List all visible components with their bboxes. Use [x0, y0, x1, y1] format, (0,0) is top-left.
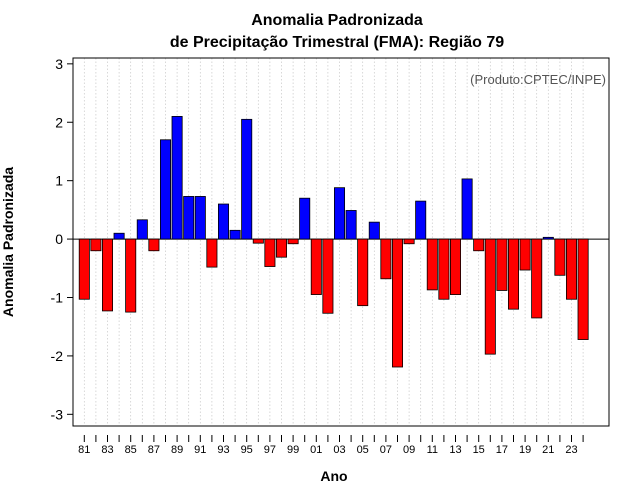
x-tick-label: 23 — [565, 444, 577, 456]
y-axis-label: Anomalia Padronizada — [0, 167, 16, 317]
bar-2022 — [554, 238, 566, 276]
x-tick-label: 15 — [473, 444, 485, 456]
x-tick-label: 87 — [148, 444, 160, 456]
x-tick-label: 19 — [519, 444, 531, 456]
bar-2013 — [449, 238, 461, 295]
x-tick-label: 21 — [542, 444, 554, 456]
bar-2009 — [403, 238, 415, 245]
bar-1987 — [148, 238, 160, 252]
x-tick-label: 13 — [449, 444, 461, 456]
x-tick-label: 01 — [310, 444, 322, 456]
x-axis-label: Ano — [320, 468, 347, 484]
bar-1983 — [102, 238, 114, 312]
bar-1994 — [229, 229, 241, 240]
bar-2003 — [333, 187, 345, 240]
x-tick-label: 93 — [217, 444, 229, 456]
bar-1982 — [90, 238, 102, 252]
bar-2017 — [496, 238, 508, 291]
y-tick-label: 2 — [55, 114, 63, 130]
bar-2001 — [310, 238, 322, 295]
x-tick-label: 05 — [357, 444, 369, 456]
x-tick-label: 81 — [78, 444, 90, 456]
bar-2015 — [473, 238, 485, 252]
bar-1991 — [194, 196, 206, 240]
bar-1984 — [113, 232, 125, 240]
bar-2018 — [507, 238, 519, 310]
bar-1996 — [252, 238, 264, 244]
bar-1989 — [171, 116, 183, 240]
bar-1995 — [241, 118, 253, 240]
bar-1990 — [183, 196, 195, 240]
bar-1993 — [217, 203, 229, 240]
bar-1981 — [78, 238, 90, 300]
plot-frame — [72, 57, 610, 427]
bar-2002 — [322, 238, 334, 314]
bar-2019 — [519, 238, 531, 271]
x-tick-label: 99 — [287, 444, 299, 456]
x-tick-label: 09 — [403, 444, 415, 456]
y-tick-label: -2 — [51, 348, 64, 364]
x-tick-label: 11 — [427, 444, 438, 456]
bar-1998 — [275, 238, 287, 258]
x-tick-label: 91 — [194, 444, 206, 456]
x-tick-label: 97 — [264, 444, 276, 456]
x-tick-label: 83 — [101, 444, 113, 456]
x-tick-label: 03 — [333, 444, 345, 456]
bar-1985 — [125, 238, 137, 313]
bar-2023 — [566, 238, 578, 300]
bar-2005 — [357, 238, 369, 307]
x-tick-label: 17 — [496, 444, 508, 456]
bar-2008 — [391, 238, 403, 368]
chart-title: Anomalia Padronizada — [251, 12, 423, 29]
y-tick-label: -1 — [51, 289, 64, 305]
x-axis: 81 83 85 87 89 91 93 95 97 99 01 03 05 07 09 11 13 15 17 19… — [78, 435, 584, 456]
x-tick-label: 95 — [241, 444, 253, 456]
y-tick-label: 1 — [55, 173, 63, 189]
bar-1986 — [136, 219, 148, 240]
y-axis: -3 -2 -1 0 1 2 3 — [51, 56, 73, 422]
bar-2000 — [299, 197, 311, 240]
bar-2011 — [426, 238, 438, 291]
source-label: (Produto:CPTEC/INPE) — [470, 72, 606, 87]
y-tick-label: -3 — [51, 406, 64, 422]
x-tick-label: 85 — [125, 444, 137, 456]
y-tick-label: 0 — [55, 231, 63, 247]
bar-2021 — [542, 236, 554, 240]
chart-subtitle: de Precipitação Trimestral (FMA): Região… — [170, 34, 504, 51]
y-tick-label: 3 — [55, 56, 63, 72]
bar-2024 — [577, 238, 589, 340]
x-tick-label: 07 — [380, 444, 392, 456]
bar-2014 — [461, 178, 473, 240]
bar-1997 — [264, 238, 276, 267]
bar-2012 — [438, 238, 450, 300]
bar-1999 — [287, 238, 299, 245]
bar-2020 — [531, 238, 543, 319]
bar-2007 — [380, 238, 392, 280]
bar-2010 — [415, 200, 427, 240]
bar-2016 — [484, 238, 496, 355]
bar-2004 — [345, 210, 357, 240]
bar-2006 — [368, 221, 380, 240]
bar-1988 — [159, 139, 171, 240]
bar-1992 — [206, 238, 218, 268]
bars — [78, 116, 589, 368]
x-tick-label: 89 — [171, 444, 183, 456]
